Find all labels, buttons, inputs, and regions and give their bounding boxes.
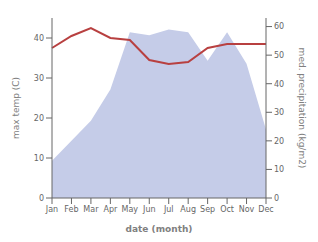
svg-text:Jan: Jan [45,205,58,214]
svg-text:40: 40 [274,80,284,89]
svg-text:10: 10 [274,165,284,174]
svg-text:10: 10 [34,154,44,163]
svg-text:date (month): date (month) [126,224,193,234]
svg-text:Nov: Nov [239,205,255,214]
svg-text:Feb: Feb [64,205,78,214]
svg-text:60: 60 [274,22,284,31]
svg-text:30: 30 [34,74,44,83]
svg-text:30: 30 [274,108,284,117]
svg-text:Dec: Dec [258,205,273,214]
svg-text:Apr: Apr [103,205,118,214]
svg-text:max temp (C): max temp (C) [11,77,21,139]
svg-text:Sep: Sep [200,205,215,214]
svg-text:Aug: Aug [180,205,196,214]
svg-text:50: 50 [274,51,284,60]
svg-text:20: 20 [34,114,44,123]
svg-text:May: May [122,205,139,214]
svg-text:0: 0 [39,194,44,203]
svg-text:20: 20 [274,137,284,146]
svg-text:0: 0 [274,194,279,203]
svg-text:Mar: Mar [83,205,99,214]
svg-text:40: 40 [34,34,44,43]
svg-text:Jun: Jun [142,205,156,214]
svg-text:med. precipitation (kg/m2): med. precipitation (kg/m2) [297,48,307,169]
svg-text:Oct: Oct [220,205,234,214]
svg-text:Jul: Jul [163,205,174,214]
